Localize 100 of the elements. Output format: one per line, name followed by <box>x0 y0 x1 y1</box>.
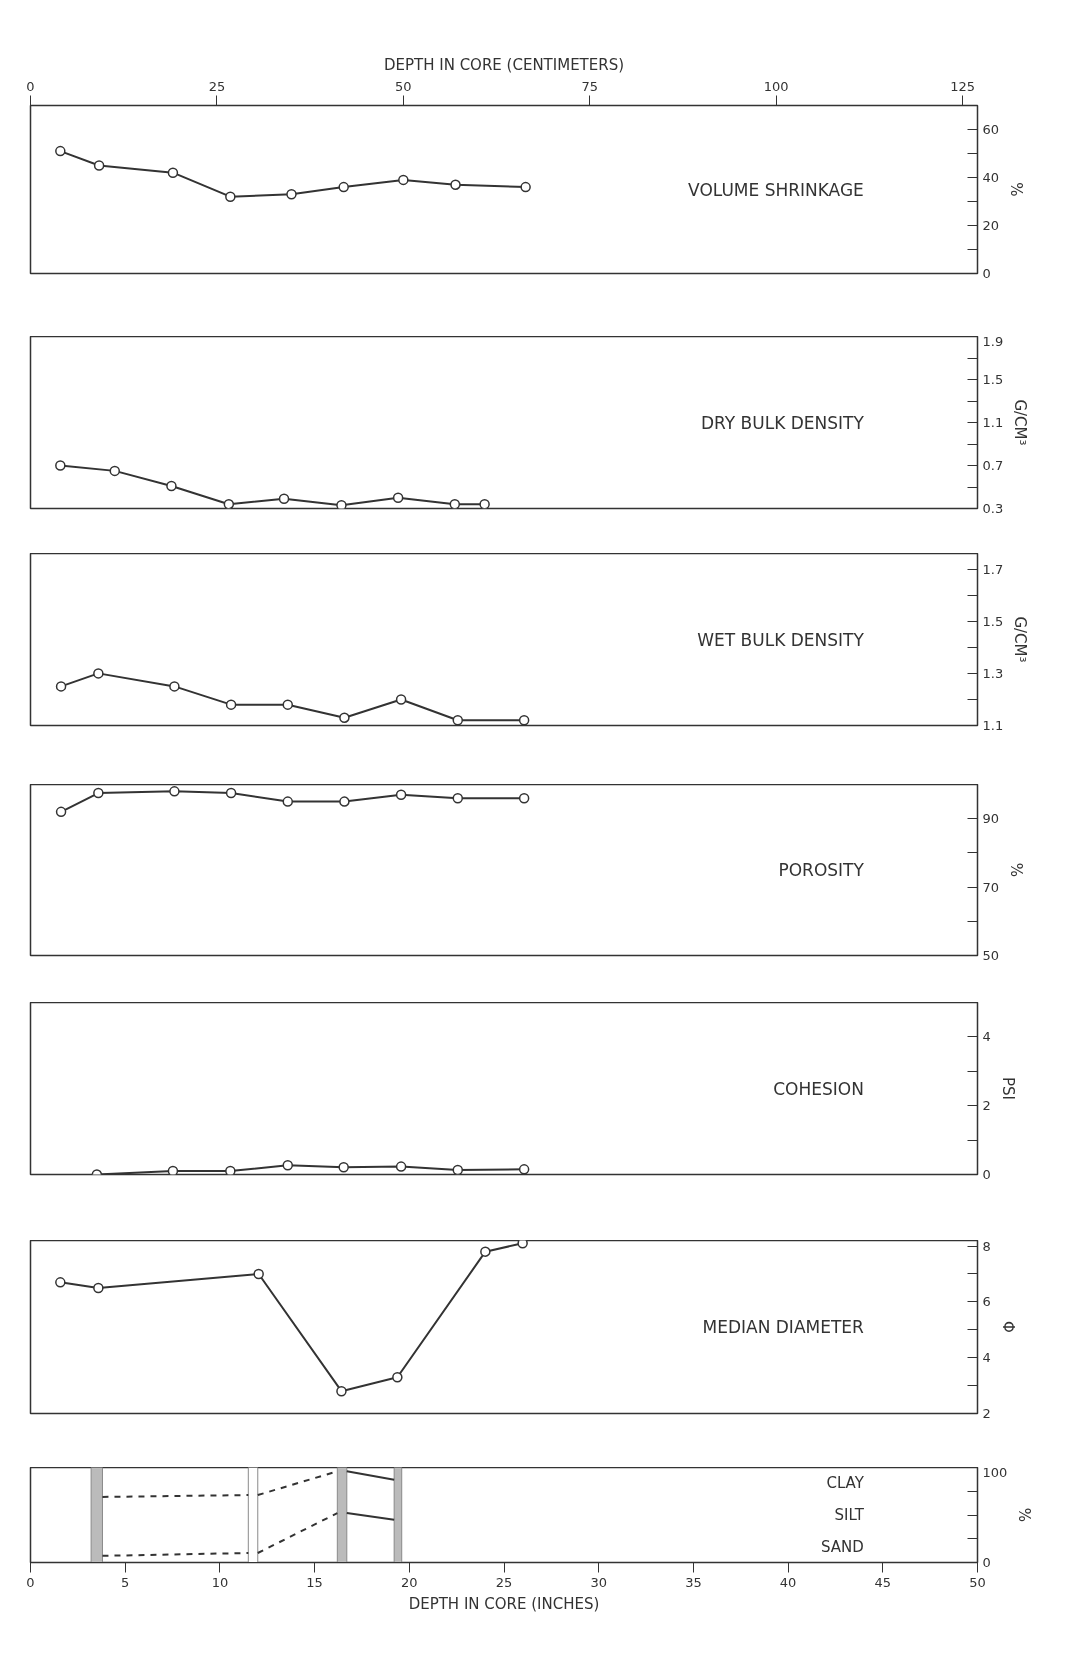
x-tick-label: 100 <box>763 78 789 94</box>
point <box>450 179 461 190</box>
point <box>452 792 464 804</box>
y-tick-label: 6 <box>982 1294 991 1310</box>
point <box>253 1268 264 1280</box>
annotation: SILT <box>834 1506 865 1524</box>
y-tick-label: 60 <box>982 122 1000 137</box>
point <box>225 191 236 202</box>
x-tick-label: 45 <box>874 1574 892 1590</box>
y-tick-label: 1.9 <box>982 333 1004 349</box>
point <box>55 806 67 818</box>
x-tick-label: 10 <box>211 1574 229 1590</box>
point <box>223 498 235 509</box>
point <box>480 1246 491 1257</box>
point <box>392 1371 403 1383</box>
point <box>282 699 294 710</box>
text: COHESION <box>773 1078 864 1099</box>
y-axis-title: G/CM³ <box>1011 399 1030 446</box>
point <box>167 167 179 178</box>
x-tick-label: 5 <box>121 1574 130 1590</box>
point <box>395 694 407 705</box>
point <box>286 189 297 200</box>
point <box>392 492 404 503</box>
x-tick-label: 125 <box>950 78 976 94</box>
point <box>282 796 294 807</box>
point <box>395 789 407 800</box>
y-tick-label: 1.3 <box>982 665 1004 681</box>
x-tick-label: 0 <box>26 78 35 94</box>
text: MEDIAN DIAMETER <box>702 1317 865 1337</box>
point <box>449 498 461 509</box>
point <box>169 786 180 797</box>
y-tick-label: 4 <box>982 1029 991 1045</box>
y-axis-title: G/CM³ <box>1011 616 1030 663</box>
text: DRY BULK DENSITY <box>701 412 865 433</box>
y-tick-label: 4 <box>982 1350 991 1366</box>
point <box>93 787 104 799</box>
y-tick-label: 100 <box>982 1464 1008 1480</box>
text: VOLUME SHRINKAGE <box>688 179 864 200</box>
point <box>93 1282 104 1294</box>
y-tick-label: 0 <box>982 1167 991 1182</box>
y-tick-label: 0 <box>982 266 991 281</box>
y-tick-label: 2 <box>982 1098 991 1114</box>
point <box>339 796 350 807</box>
point <box>336 1385 347 1397</box>
point <box>398 174 409 186</box>
y-axis-title: % <box>1007 182 1026 197</box>
x-axis-title: DEPTH IN CORE (INCHES) <box>408 1594 600 1613</box>
x-tick-label: 30 <box>590 1574 607 1590</box>
point <box>479 498 490 509</box>
point <box>55 460 66 471</box>
text: POROSITY <box>778 860 865 880</box>
y-tick-label: 70 <box>982 879 1000 895</box>
y-tick-label: 0 <box>982 1555 991 1570</box>
point <box>109 465 121 477</box>
x-tick-label: 25 <box>208 78 226 94</box>
point <box>336 500 347 509</box>
point <box>225 699 237 710</box>
point <box>93 160 105 171</box>
annotation: CLAY <box>826 1474 865 1493</box>
point <box>55 681 67 692</box>
y-tick-label: 1.5 <box>982 372 1004 387</box>
x-tick-label: 25 <box>495 1574 513 1590</box>
point <box>169 681 180 692</box>
y-tick-label: 0.7 <box>982 458 1004 473</box>
x-axis-title: DEPTH IN CORE (CENTIMETERS) <box>383 55 625 74</box>
point <box>520 181 531 193</box>
x-tick-label: 20 <box>401 1574 418 1590</box>
x-tick-label: 0 <box>26 1574 35 1590</box>
y-tick-label: 1.1 <box>982 718 1004 733</box>
text: WET BULK DENSITY <box>697 629 865 650</box>
y-tick-label: 40 <box>982 170 1000 185</box>
annotation: SAND <box>821 1537 864 1556</box>
x-tick-label: 50 <box>395 78 412 94</box>
y-axis-title: % <box>1015 1507 1034 1523</box>
point <box>55 145 66 157</box>
point <box>166 480 177 492</box>
y-tick-label: 1.5 <box>982 613 1004 629</box>
point <box>452 715 464 726</box>
y-tick-label: 8 <box>982 1238 991 1254</box>
y-tick-label: 50 <box>982 948 1000 963</box>
x-tick-label: 40 <box>779 1574 797 1590</box>
x-tick-label: 75 <box>581 78 599 94</box>
point <box>518 792 530 804</box>
point <box>225 787 237 799</box>
point <box>517 1240 528 1249</box>
y-axis-title: % <box>1007 862 1026 878</box>
y-axis-title: PSI <box>998 1077 1017 1100</box>
point <box>339 712 350 723</box>
y-tick-label: 20 <box>982 218 1000 233</box>
y-tick-label: 2 <box>982 1406 991 1421</box>
point <box>338 181 349 193</box>
point <box>278 493 290 505</box>
y-tick-label: 0.3 <box>982 501 1004 516</box>
x-tick-label: 35 <box>685 1574 702 1590</box>
y-tick-label: 90 <box>982 811 1000 827</box>
y-tick-label: 1.7 <box>982 561 1004 577</box>
point <box>93 668 104 679</box>
point <box>518 715 530 726</box>
y-axis-title: Φ <box>998 1321 1017 1333</box>
x-tick-label: 15 <box>306 1574 323 1590</box>
